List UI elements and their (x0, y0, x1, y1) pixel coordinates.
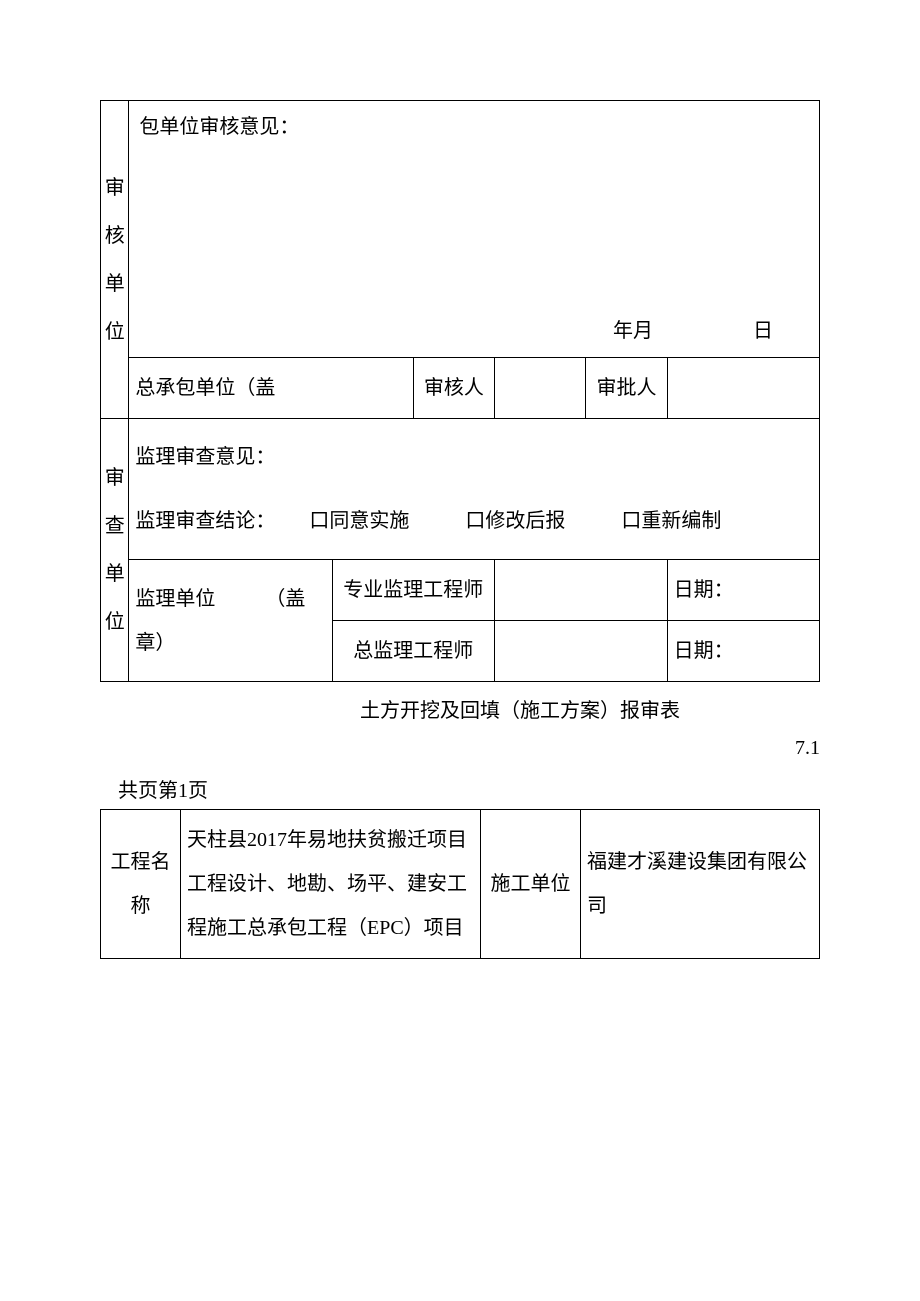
date-day: 日 (753, 320, 773, 342)
contractor-opinion-label: 包单位审核意见： (135, 105, 813, 149)
contractor-opinion-cell: 包单位审核意见： 年月 日 (129, 101, 820, 358)
chief-engineer-label: 总监理工程师 (332, 621, 494, 682)
supervision-conclusion-line: 监理审查结论： 口同意实施 口修改后报 口重新编制 (135, 493, 813, 549)
supervision-opinion-label: 监理审查意见： (135, 429, 813, 485)
page-info: 共页第1页 (100, 774, 820, 803)
date-year-month: 年月 (613, 320, 653, 342)
date-line: 年月 日 (135, 309, 813, 353)
approver-label: 审批人 (586, 358, 667, 419)
reviewer-label: 审核人 (413, 358, 494, 419)
supervision-seal-label: 监理单位 （盖章） (129, 560, 332, 682)
audit-unit-vertical-label: 审 核 单 位 (101, 101, 129, 419)
project-name-value: 天柱县2017年易地扶贫搬迁项目工程设计、地勘、场平、建安工程施工总承包工程（E… (181, 810, 481, 959)
reviewer-value (494, 358, 585, 419)
approver-value (667, 358, 819, 419)
option-redo: 口重新编制 (621, 510, 721, 532)
pro-engineer-value (494, 560, 667, 621)
form-code: 7.1 (100, 737, 820, 760)
supervision-opinion-cell: 监理审查意见： 监理审查结论： 口同意实施 口修改后报 口重新编制 (129, 419, 820, 560)
project-name-label: 工程名称 (101, 810, 181, 959)
construct-unit-label: 施工单位 (481, 810, 581, 959)
chief-engineer-date: 日期： (667, 621, 819, 682)
chief-engineer-value (494, 621, 667, 682)
option-revise: 口修改后报 (465, 510, 565, 532)
pro-engineer-date: 日期： (667, 560, 819, 621)
supervision-conclusion-label: 监理审查结论： (135, 510, 275, 532)
construct-unit-value: 福建才溪建设集团有限公司 (581, 810, 820, 959)
approval-table-1: 审 核 单 位 包单位审核意见： 年月 日 总承包单位（盖 审核人 审批人 审 … (100, 100, 820, 682)
approval-table-2: 工程名称 天柱县2017年易地扶贫搬迁项目工程设计、地勘、场平、建安工程施工总承… (100, 809, 820, 959)
form-title: 土方开挖及回填（施工方案）报审表 (100, 694, 820, 723)
inspect-unit-vertical-label: 审 查 单 位 (101, 419, 129, 682)
pro-engineer-label: 专业监理工程师 (332, 560, 494, 621)
contractor-seal-label: 总承包单位（盖 (129, 358, 413, 419)
option-agree: 口同意实施 (309, 510, 409, 532)
